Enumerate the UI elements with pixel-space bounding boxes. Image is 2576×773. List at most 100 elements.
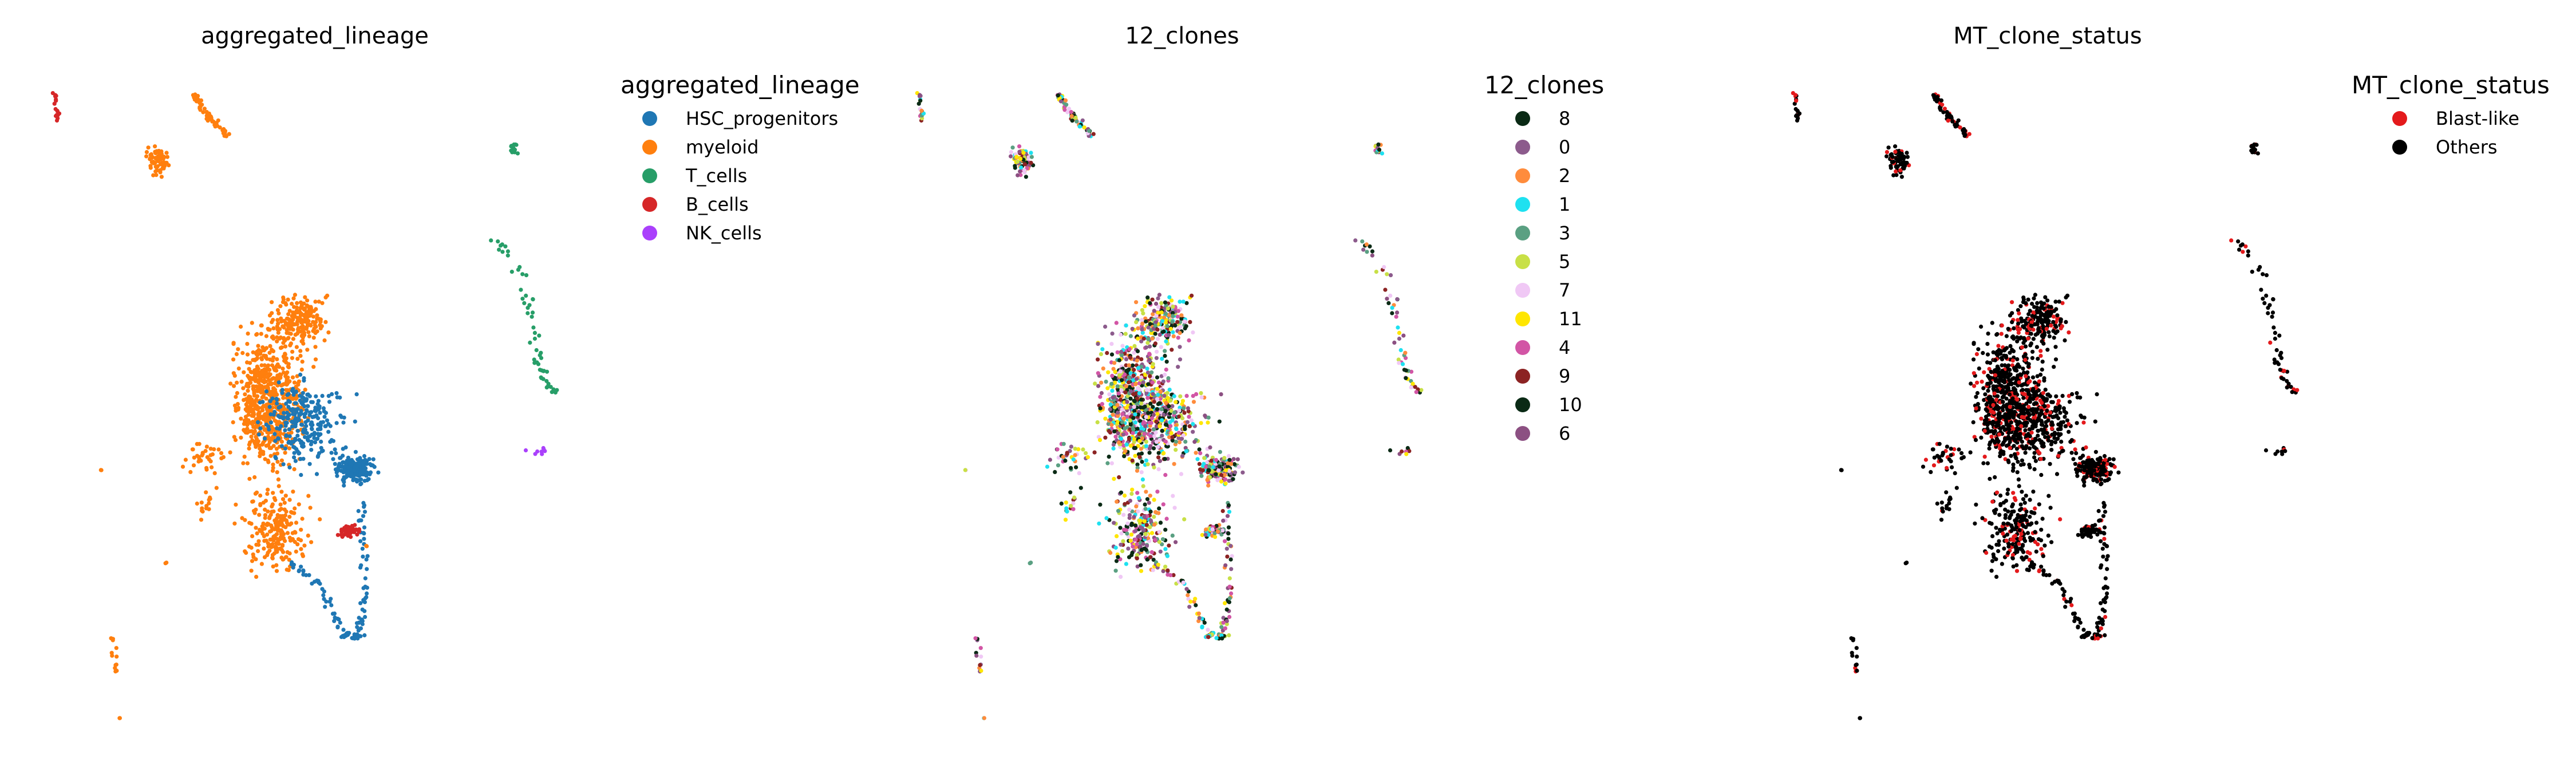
scatter-point <box>1232 470 1238 475</box>
scatter-point <box>1022 162 1027 167</box>
scatter-point <box>264 443 268 448</box>
scatter-point <box>505 249 511 254</box>
scatter-point <box>1392 340 1397 345</box>
scatter-point <box>1993 475 1997 480</box>
scatter-point <box>1991 403 1996 408</box>
scatter-point <box>334 391 339 396</box>
scatter-point <box>1069 110 1073 115</box>
scatter-point <box>252 475 257 480</box>
scatter-point <box>1064 500 1068 505</box>
scatter-point <box>1154 314 1159 318</box>
scatter-point <box>267 350 272 355</box>
scatter-point <box>266 431 271 435</box>
scatter-point <box>1153 538 1157 542</box>
scatter-point <box>1163 565 1168 569</box>
scatter-point <box>234 352 239 357</box>
scatter-point <box>1165 554 1170 558</box>
scatter-point <box>311 336 316 340</box>
scatter-point <box>322 409 326 413</box>
scatter-point <box>227 132 231 136</box>
scatter-point <box>200 506 204 511</box>
scatter-point <box>1131 431 1135 435</box>
scatter-point <box>1139 525 1143 530</box>
scatter-point <box>2286 381 2291 386</box>
scatter-point <box>308 410 313 415</box>
scatter-point <box>312 431 317 435</box>
scatter-point <box>2030 375 2036 380</box>
scatter-point <box>1999 449 2004 453</box>
scatter-point <box>1942 107 1947 111</box>
scatter-point <box>314 325 318 329</box>
scatter-point <box>1116 555 1120 559</box>
scatter-point <box>1220 528 1225 533</box>
scatter-point <box>1133 529 1138 533</box>
scatter-point <box>259 528 264 533</box>
scatter-point <box>54 98 58 103</box>
scatter-point <box>1120 420 1125 425</box>
scatter-point <box>1133 453 1137 458</box>
scatter-point <box>338 413 343 418</box>
scatter-point <box>1055 447 1060 452</box>
scatter-point <box>1982 429 1987 433</box>
scatter-point <box>1953 124 1958 129</box>
legend-marker <box>1515 311 1530 326</box>
scatter-point <box>1383 287 1388 292</box>
scatter-point <box>318 517 322 522</box>
scatter-point <box>311 309 317 313</box>
scatter-point <box>219 451 224 456</box>
scatter-point <box>287 434 292 439</box>
scatter-point <box>188 470 193 475</box>
scatter-point <box>539 376 544 380</box>
scatter-point <box>1149 531 1155 535</box>
scatter-point <box>1116 431 1120 436</box>
scatter-point <box>1226 537 1231 541</box>
scatter-point <box>1152 515 1156 519</box>
scatter-point <box>1183 439 1188 444</box>
scatter-point <box>503 244 508 249</box>
scatter-point <box>324 600 329 604</box>
scatter-point <box>1411 381 1415 386</box>
scatter-point <box>1149 550 1154 555</box>
scatter-point <box>1009 154 1013 159</box>
scatter-point <box>315 436 319 441</box>
scatter-point <box>200 102 204 107</box>
scatter-point <box>281 341 286 345</box>
scatter-point <box>271 326 276 331</box>
scatter-point <box>295 374 299 378</box>
scatter-point <box>287 465 292 470</box>
scatter-point <box>256 539 261 543</box>
scatter-point <box>362 531 366 536</box>
scatter-point <box>1198 467 1203 472</box>
scatter-point <box>250 534 255 539</box>
scatter-point <box>1179 313 1184 318</box>
scatter-point <box>192 455 196 460</box>
scatter-point <box>292 467 297 472</box>
scatter-point <box>1017 144 1022 149</box>
scatter-point <box>307 573 311 578</box>
scatter-point <box>282 411 286 415</box>
scatter-point <box>287 515 292 519</box>
scatter-point <box>1396 325 1400 330</box>
scatter-point <box>1151 362 1155 366</box>
scatter-point <box>255 349 259 354</box>
scatter-point <box>361 514 366 518</box>
scatter-point <box>363 596 368 601</box>
scatter-point <box>2067 330 2071 335</box>
scatter-point <box>1891 173 1896 178</box>
scatter-point <box>266 487 270 492</box>
scatter-point <box>2032 467 2037 472</box>
scatter-point <box>1135 349 1140 354</box>
scatter-point <box>276 380 281 385</box>
scatter-point <box>916 101 921 106</box>
scatter-point <box>372 464 377 470</box>
legend-label: NK_cells <box>686 222 762 244</box>
scatter-point <box>1176 336 1180 340</box>
scatter-point <box>299 565 303 569</box>
scatter-point <box>287 522 293 527</box>
scatter-point <box>1983 392 1988 397</box>
scatter-point <box>159 175 164 179</box>
scatter-point <box>1100 402 1104 407</box>
scatter-point <box>289 430 294 435</box>
scatter-point <box>150 155 155 159</box>
scatter-point <box>222 129 227 133</box>
